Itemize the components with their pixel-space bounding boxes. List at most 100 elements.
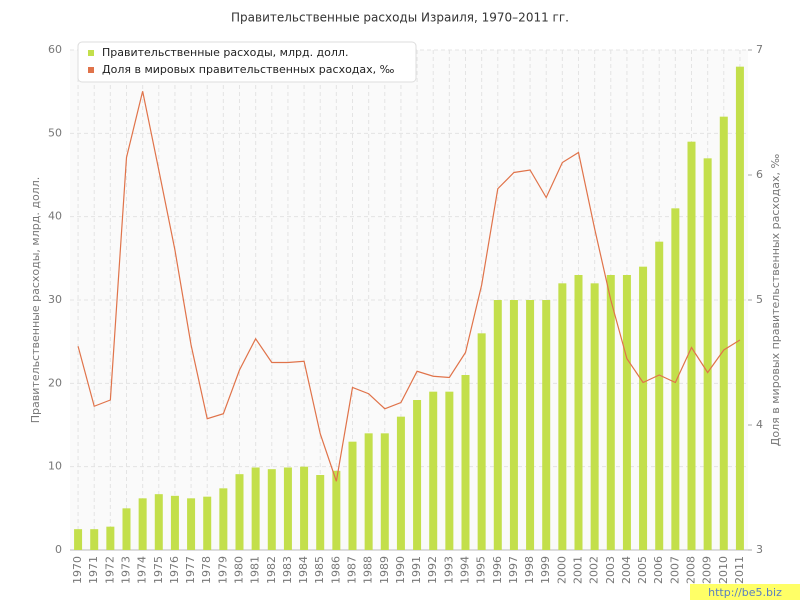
bar [574, 275, 583, 550]
bar [316, 475, 325, 550]
x-tick-label: 1984 [297, 556, 310, 584]
y2-tick-label: 6 [756, 168, 763, 181]
bar [219, 488, 228, 550]
bar [445, 391, 454, 550]
bar [493, 300, 502, 550]
bar [138, 498, 147, 550]
x-tick-label: 1992 [426, 556, 439, 584]
y-tick-label: 50 [48, 126, 62, 139]
chart-title: Правительственные расходы Израиля, 1970–… [231, 11, 569, 25]
x-tick-label: 1977 [184, 556, 197, 584]
x-tick-label: 2010 [717, 556, 730, 584]
x-tick-label: 1993 [442, 556, 455, 584]
x-tick-label: 2006 [652, 556, 665, 584]
x-tick-label: 1986 [329, 556, 342, 584]
y2-tick-label: 7 [756, 43, 763, 56]
y2-tick-label: 3 [756, 543, 763, 556]
x-tick-label: 1971 [87, 556, 100, 584]
x-tick-label: 2000 [555, 556, 568, 584]
x-tick-label: 2009 [701, 556, 714, 584]
legend-swatch [88, 67, 94, 73]
x-tick-label: 1973 [120, 556, 133, 584]
y2-tick-label: 5 [756, 293, 763, 306]
x-tick-label: 1989 [378, 556, 391, 584]
bar [235, 474, 244, 550]
bar [606, 275, 615, 550]
bar [170, 495, 179, 550]
x-tick-label: 1982 [265, 556, 278, 584]
bar [154, 494, 163, 550]
bar [639, 266, 648, 550]
x-tick-label: 2004 [620, 556, 633, 584]
y-tick-label: 10 [48, 460, 62, 473]
x-tick-label: 1987 [346, 556, 359, 584]
bar [719, 116, 728, 551]
bar [348, 441, 357, 550]
x-tick-label: 1998 [523, 556, 536, 584]
bar [429, 391, 438, 550]
y-tick-label: 60 [48, 43, 62, 56]
x-tick-label: 1985 [313, 556, 326, 584]
legend-label: Доля в мировых правительственных расхода… [102, 63, 395, 76]
bar [509, 300, 518, 550]
x-tick-label: 2007 [668, 556, 681, 584]
bar [461, 375, 470, 550]
y-tick-label: 30 [48, 293, 62, 306]
bar [671, 208, 680, 551]
x-tick-label: 1996 [491, 556, 504, 584]
bar [413, 400, 422, 550]
line [77, 91, 741, 482]
bar [590, 283, 599, 550]
x-tick-label: 1980 [233, 556, 246, 584]
bar [251, 467, 260, 550]
x-tick-label: 1988 [362, 556, 375, 584]
bar [300, 466, 309, 550]
x-tick-label: 1999 [539, 556, 552, 584]
bar [703, 158, 712, 551]
bar [380, 433, 389, 550]
bar [542, 300, 551, 550]
bar [396, 416, 405, 550]
watermark-bg [690, 584, 800, 600]
x-tick-label: 1976 [168, 556, 181, 584]
x-tick-label: 1983 [281, 556, 294, 584]
bar [622, 275, 631, 550]
legend-box [77, 41, 417, 83]
bar [477, 333, 486, 550]
bar [267, 469, 276, 550]
legend-swatch [88, 50, 94, 56]
bar [74, 529, 83, 550]
x-tick-label: 1981 [249, 556, 262, 584]
x-tick-label: 1995 [475, 556, 488, 584]
bar [283, 467, 292, 550]
legend-label: Правительственные расходы, млрд. долл. [102, 46, 348, 59]
x-tick-label: 2011 [733, 556, 746, 584]
bar [735, 66, 744, 551]
y-tick-label: 20 [48, 376, 62, 389]
x-tick-label: 2003 [604, 556, 617, 584]
bar [122, 508, 131, 550]
x-tick-label: 2001 [572, 556, 585, 584]
x-tick-label: 2008 [685, 556, 698, 584]
x-tick-label: 1972 [103, 556, 116, 584]
y2-tick-label: 4 [756, 418, 763, 431]
x-tick-label: 1979 [216, 556, 229, 584]
y-tick-label: 40 [48, 210, 62, 223]
x-tick-label: 1974 [136, 556, 149, 584]
x-tick-label: 2005 [636, 556, 649, 584]
bar [558, 283, 567, 550]
y-axis-title: Правительственные расходы, млрд. долл. [29, 177, 42, 423]
x-tick-label: 1978 [200, 556, 213, 584]
x-tick-label: 1994 [459, 556, 472, 584]
bar [332, 470, 341, 550]
bar [203, 496, 212, 550]
bar [90, 529, 99, 550]
x-tick-label: 2002 [588, 556, 601, 584]
y-tick-label: 0 [55, 543, 62, 556]
bar [187, 498, 196, 550]
x-tick-label: 1997 [507, 556, 520, 584]
y2-axis-title: Доля в мировых правительственных расхода… [769, 154, 782, 447]
x-tick-label: 1970 [71, 556, 84, 584]
